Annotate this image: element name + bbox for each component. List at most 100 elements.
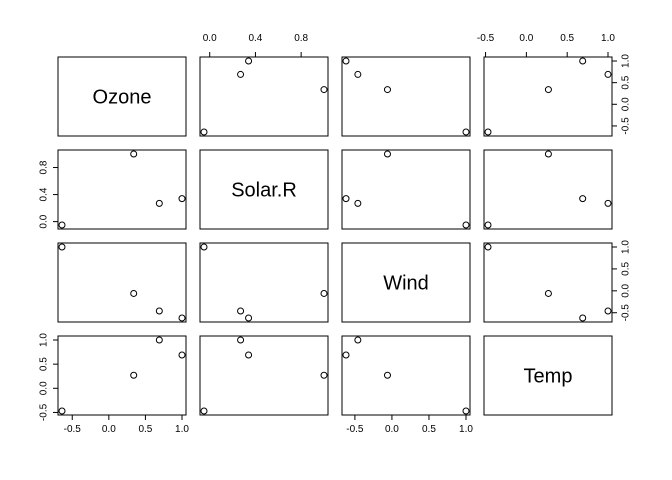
tick-label: 0.0 [621, 97, 632, 111]
panel-Temp-vs-Solar.R [199, 335, 329, 416]
top-axis-Solar.R: 0.0 0.4 0.8 [203, 33, 309, 58]
panel-frame [341, 56, 471, 137]
point-Solar.R-Temp-3 [604, 199, 612, 207]
panel-frame [199, 242, 329, 323]
tick-label: 0.8 [39, 160, 50, 174]
tick-label: -0.5 [477, 33, 495, 44]
tick-label: -0.5 [621, 117, 632, 135]
panel-frame [57, 149, 187, 230]
panel-Solar.R-vs-Ozone [57, 149, 187, 230]
point-Temp-Solar.R-2 [320, 371, 328, 379]
panel-Ozone-vs-Wind [341, 56, 471, 137]
panel-frame [199, 149, 329, 230]
tick-label: 0.5 [621, 262, 632, 276]
point-Ozone-Temp-2 [544, 86, 552, 94]
point-Ozone-Temp-3 [604, 70, 612, 78]
tick-label: 1.0 [175, 424, 189, 435]
point-Wind-Ozone-4 [178, 314, 186, 322]
panel-Solar.R-vs-Solar.R: Solar.R [199, 149, 329, 230]
point-Ozone-Solar.R-4 [245, 57, 253, 65]
point-Ozone-Wind-3 [354, 70, 362, 78]
point-Solar.R-Temp-1 [484, 221, 492, 229]
variable-label-Ozone: Ozone [93, 87, 152, 109]
point-Solar.R-Ozone-1 [58, 221, 66, 229]
variable-label-Solar.R: Solar.R [231, 180, 297, 202]
point-Ozone-Solar.R-2 [320, 86, 328, 94]
left-axis-Temp: -0.5 0.0 0.5 1.0 [39, 333, 59, 421]
point-Temp-Solar.R-4 [245, 351, 253, 359]
panel-Wind-vs-Temp [483, 242, 613, 323]
point-Ozone-Solar.R-1 [200, 128, 208, 136]
point-Solar.R-Ozone-4 [178, 195, 186, 203]
point-Solar.R-Temp-4 [579, 195, 587, 203]
tick-label: -0.5 [64, 424, 82, 435]
tick-label: 0.5 [560, 33, 574, 44]
panel-frame [57, 242, 187, 323]
panel-frame [57, 335, 187, 416]
point-Temp-Wind-4 [342, 351, 350, 359]
point-Temp-Wind-2 [383, 371, 391, 379]
tick-label: 0.4 [248, 33, 262, 44]
tick-label: 1.0 [601, 33, 615, 44]
right-axis-Wind: -0.5 0.0 0.5 1.0 [611, 240, 632, 321]
point-Wind-Ozone-1 [58, 243, 66, 251]
point-Wind-Temp-1 [484, 243, 492, 251]
tick-label: 0.0 [102, 424, 116, 435]
tick-label: 1.0 [39, 333, 50, 347]
tick-label: 1.0 [621, 240, 632, 254]
point-Ozone-Wind-1 [462, 128, 470, 136]
variable-label-Temp: Temp [524, 366, 573, 388]
tick-label: 0.5 [39, 357, 50, 371]
panel-frame [483, 335, 613, 416]
point-Ozone-Wind-4 [342, 57, 350, 65]
point-Solar.R-Ozone-2 [130, 150, 138, 158]
point-Solar.R-Ozone-3 [155, 199, 163, 207]
panel-Ozone-vs-Solar.R [199, 56, 329, 137]
variable-label-Wind: Wind [383, 273, 429, 295]
panel-frame [341, 242, 471, 323]
point-Wind-Solar.R-3 [237, 307, 245, 315]
panel-Wind-vs-Solar.R [199, 242, 329, 323]
tick-label: 1.0 [621, 54, 632, 68]
point-Temp-Ozone-4 [178, 351, 186, 359]
point-Wind-Temp-3 [604, 307, 612, 315]
top-axis-Temp: -0.5 0.0 0.5 1.0 [477, 33, 615, 58]
point-Solar.R-Temp-2 [544, 150, 552, 158]
tick-label: 0.4 [39, 187, 50, 201]
point-Wind-Ozone-2 [130, 289, 138, 297]
panel-Solar.R-vs-Wind [341, 149, 471, 230]
point-Temp-Ozone-3 [155, 336, 163, 344]
panel-Ozone-vs-Temp [483, 56, 613, 137]
point-Temp-Ozone-2 [130, 371, 138, 379]
point-Wind-Temp-2 [544, 289, 552, 297]
tick-label: 0.5 [422, 424, 436, 435]
point-Temp-Wind-3 [354, 336, 362, 344]
point-Wind-Ozone-3 [155, 307, 163, 315]
right-axis-Ozone: -0.5 0.0 0.5 1.0 [611, 54, 632, 135]
point-Ozone-Temp-4 [579, 57, 587, 65]
point-Solar.R-Wind-2 [383, 150, 391, 158]
point-Wind-Solar.R-4 [245, 314, 253, 322]
point-Solar.R-Wind-4 [342, 195, 350, 203]
point-Ozone-Temp-1 [484, 128, 492, 136]
tick-label: 0.0 [519, 33, 533, 44]
point-Solar.R-Wind-1 [462, 221, 470, 229]
bottom-axis-Wind: -0.5 0.0 0.5 1.0 [346, 414, 473, 435]
panel-Temp-vs-Wind [341, 335, 471, 416]
panel-frame [341, 335, 471, 416]
point-Ozone-Solar.R-3 [237, 70, 245, 78]
point-Ozone-Wind-2 [383, 86, 391, 94]
panel-frame [199, 56, 329, 137]
point-Temp-Ozone-1 [58, 407, 66, 415]
bottom-axis-Ozone: -0.5 0.0 0.5 1.0 [64, 414, 189, 435]
panel-Wind-vs-Wind: Wind [341, 242, 471, 323]
tick-label: 0.0 [203, 33, 217, 44]
point-Solar.R-Wind-3 [354, 199, 362, 207]
tick-label: 0.0 [39, 381, 50, 395]
panel-frame [199, 335, 329, 416]
panel-Temp-vs-Temp: Temp [483, 335, 613, 416]
tick-label: -0.5 [346, 424, 364, 435]
tick-label: 0.0 [621, 283, 632, 297]
tick-label: 0.5 [138, 424, 152, 435]
